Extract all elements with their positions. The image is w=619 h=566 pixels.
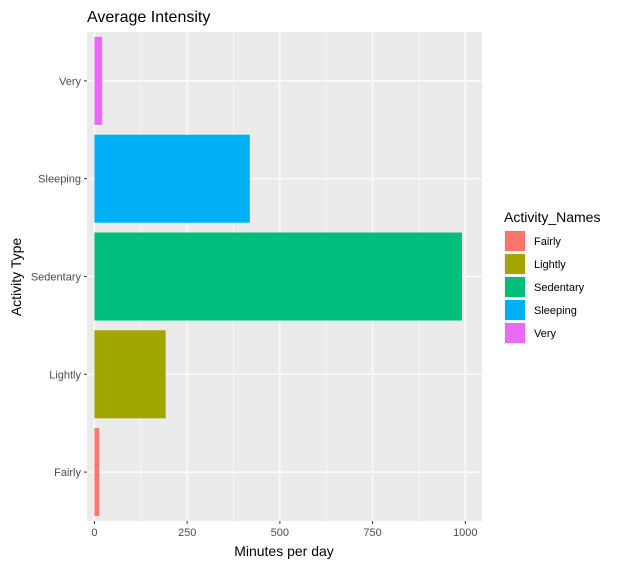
bar-sedentary — [94, 232, 462, 321]
chart-title: Average Intensity — [87, 9, 210, 26]
legend: Activity_Names Fairly Lightly Sedentary Sle… — [504, 209, 600, 344]
legend-label: Sleeping — [534, 305, 577, 317]
bar-sleeping — [94, 134, 250, 223]
legend-label: Sedentary — [534, 282, 585, 294]
x-tick-label: 250 — [178, 527, 196, 539]
x-tick-label: 750 — [363, 527, 381, 539]
legend-swatch-sedentary — [505, 277, 525, 297]
legend-swatch-lightly — [505, 254, 525, 274]
y-tick-label: Fairly — [54, 467, 81, 479]
bar-very — [94, 36, 103, 125]
bar-lightly — [94, 330, 166, 419]
legend-label: Fairly — [534, 236, 561, 248]
y-axis: Fairly Lightly Sedentary Sleeping Very — [31, 76, 87, 479]
y-axis-title: Activity Type — [8, 238, 24, 317]
y-tick-label: Very — [59, 76, 82, 88]
x-axis: 0 250 500 750 1000 — [91, 521, 478, 539]
legend-label: Lightly — [534, 259, 566, 271]
x-axis-title: Minutes per day — [234, 543, 334, 559]
legend-swatch-fairly — [505, 231, 525, 251]
legend-swatch-sleeping — [505, 300, 525, 320]
x-tick-label: 500 — [271, 527, 289, 539]
bar-fairly — [94, 428, 100, 517]
x-tick-label: 0 — [91, 527, 97, 539]
legend-label: Very — [534, 328, 557, 340]
y-tick-label: Lightly — [49, 369, 81, 381]
legend-title: Activity_Names — [504, 209, 600, 225]
grid — [87, 32, 482, 521]
bars — [94, 36, 462, 517]
x-tick-label: 1000 — [453, 527, 477, 539]
y-tick-label: Sedentary — [31, 272, 82, 284]
y-tick-label: Sleeping — [38, 174, 81, 186]
legend-swatch-very — [505, 323, 525, 343]
